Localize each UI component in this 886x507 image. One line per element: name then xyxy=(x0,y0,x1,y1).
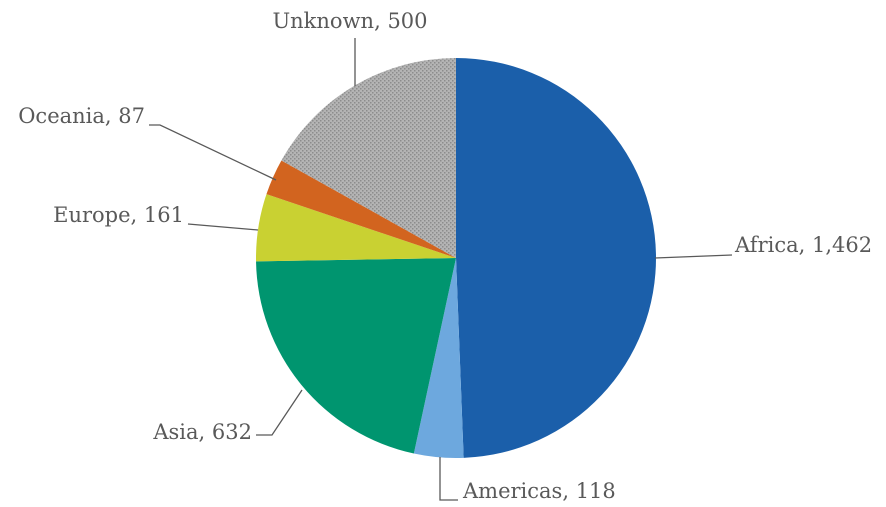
data-label: Americas, 118 xyxy=(462,479,616,503)
data-label: Asia, 632 xyxy=(152,420,252,444)
pie-slice xyxy=(456,57,657,458)
leader-line xyxy=(187,223,259,231)
separator: , xyxy=(105,104,118,128)
category-label: Asia xyxy=(152,420,198,444)
data-label: Africa, 1,462 xyxy=(734,233,872,257)
value-label: 500 xyxy=(387,9,427,33)
value-label: 161 xyxy=(144,203,184,227)
category-label: Americas xyxy=(462,479,562,503)
value-label: 1,462 xyxy=(812,233,872,257)
leader-line xyxy=(439,457,458,501)
pie-slice xyxy=(413,258,464,458)
separator: , xyxy=(199,420,212,444)
category-label: Oceania xyxy=(18,104,105,128)
pie-slice xyxy=(256,194,456,262)
separator: , xyxy=(131,203,144,227)
separator: , xyxy=(374,9,387,33)
leader-line xyxy=(149,124,277,181)
leader-line xyxy=(654,254,733,259)
pie-slice xyxy=(266,160,456,258)
value-label: 118 xyxy=(576,479,616,503)
category-label: Europe xyxy=(53,203,130,227)
data-label: Oceania, 87 xyxy=(18,104,145,128)
separator: , xyxy=(562,479,575,503)
value-label: 632 xyxy=(212,420,252,444)
category-label: Unknown xyxy=(272,9,374,33)
leader-line xyxy=(256,389,303,436)
category-label: Africa xyxy=(734,233,799,257)
data-label: Europe, 161 xyxy=(53,203,184,227)
pie-slice xyxy=(281,58,456,258)
value-label: 87 xyxy=(118,104,145,128)
separator: , xyxy=(799,233,812,257)
data-label: Unknown, 500 xyxy=(272,9,427,33)
pie-slice xyxy=(256,258,456,454)
